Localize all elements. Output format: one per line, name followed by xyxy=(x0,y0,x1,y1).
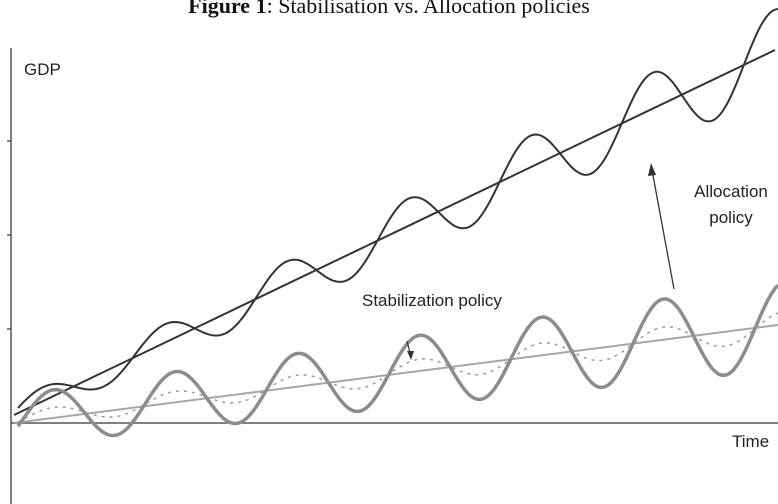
figure-title: Figure 1: Stabilisation vs. Allocation p… xyxy=(188,0,590,18)
y-axis-label: GDP xyxy=(24,60,61,79)
high-gdp-cycle xyxy=(17,8,778,409)
x-axis-label: Time xyxy=(732,432,769,451)
stabilization-label: Stabilization policy xyxy=(362,291,502,310)
allocation-arrowhead xyxy=(648,163,656,176)
low-gdp-cycle xyxy=(16,283,778,438)
allocation-arrow xyxy=(651,169,675,290)
low-trend-line xyxy=(13,324,778,424)
stabilized-cycle xyxy=(17,312,778,423)
stabilization-arrowhead xyxy=(407,351,414,360)
high-trend-line xyxy=(13,49,776,416)
allocation-label-line2: policy xyxy=(709,208,753,227)
allocation-label-line1: Allocation xyxy=(694,182,768,201)
